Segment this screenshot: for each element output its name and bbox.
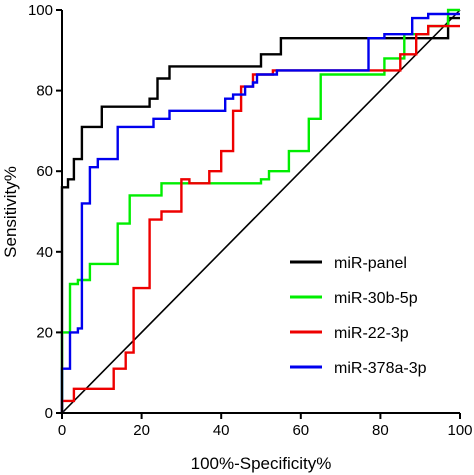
y-tick-label: 40 (36, 244, 53, 261)
axes: 0 20 40 60 80 100 0 20 40 60 80 100 (28, 2, 473, 439)
x-tick-label: 60 (292, 422, 309, 439)
plot-area (60, 8, 461, 414)
legend-label: miR-panel (334, 255, 407, 272)
x-axis-title: 100%-Specificity% (191, 454, 332, 473)
x-tick-label: 20 (133, 422, 150, 439)
series-line-mir-378a-3p (60, 12, 460, 413)
legend-label: miR-378a-3p (334, 360, 427, 377)
legend: miR-panel miR-30b-5p miR-22-3p miR-378a-3p (290, 255, 427, 377)
legend-label: miR-22-3p (334, 325, 409, 342)
y-tick-label: 100 (28, 2, 53, 19)
y-axis-title: Sensitivity% (1, 166, 20, 258)
y-tick-label: 60 (36, 163, 53, 180)
series-line-mir-panel (60, 16, 460, 413)
x-tick-label: 40 (213, 422, 230, 439)
y-tick-label: 80 (36, 83, 53, 100)
series-line-mir-22-3p (60, 24, 460, 413)
x-tick-label: 100 (447, 422, 472, 439)
reference-diagonal-line (61, 9, 461, 414)
y-tick-label: 20 (36, 324, 53, 341)
x-tick-label: 80 (372, 422, 389, 439)
x-tick-label: 0 (58, 422, 66, 439)
legend-label: miR-30b-5p (334, 290, 418, 307)
y-tick-label: 0 (45, 405, 53, 422)
